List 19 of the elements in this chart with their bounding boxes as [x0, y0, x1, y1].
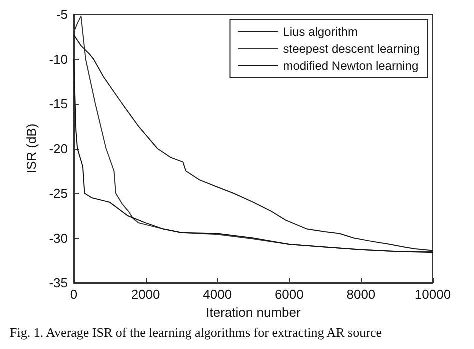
legend-label: steepest descent learning [283, 42, 420, 56]
y-tick-label: -15 [49, 96, 68, 112]
y-tick-label: -20 [49, 141, 68, 156]
legend-label: Lius algorithm [283, 25, 358, 39]
x-tick-label: 2000 [131, 287, 160, 302]
x-tick-label: 10000 [414, 287, 452, 302]
y-tick-label: -5 [56, 7, 68, 22]
legend-label: modified Newton learning [283, 59, 419, 73]
y-axis-title: ISR (dB) [24, 124, 39, 174]
x-axis-title: Iteration number [206, 304, 302, 320]
x-tick-label: 6000 [274, 287, 304, 302]
y-tick-label: -10 [49, 52, 68, 67]
x-tick-label: 0 [70, 287, 78, 302]
x-tick-label: 4000 [203, 287, 232, 302]
x-tick-label: 8000 [346, 287, 376, 302]
y-tick-label: -25 [49, 186, 68, 201]
y-tick-label: -30 [49, 230, 68, 246]
caption: Fig. 1. Average ISR of the learning algorithms for extracting AR source [10, 325, 382, 340]
y-tick-label: -35 [49, 276, 68, 290]
